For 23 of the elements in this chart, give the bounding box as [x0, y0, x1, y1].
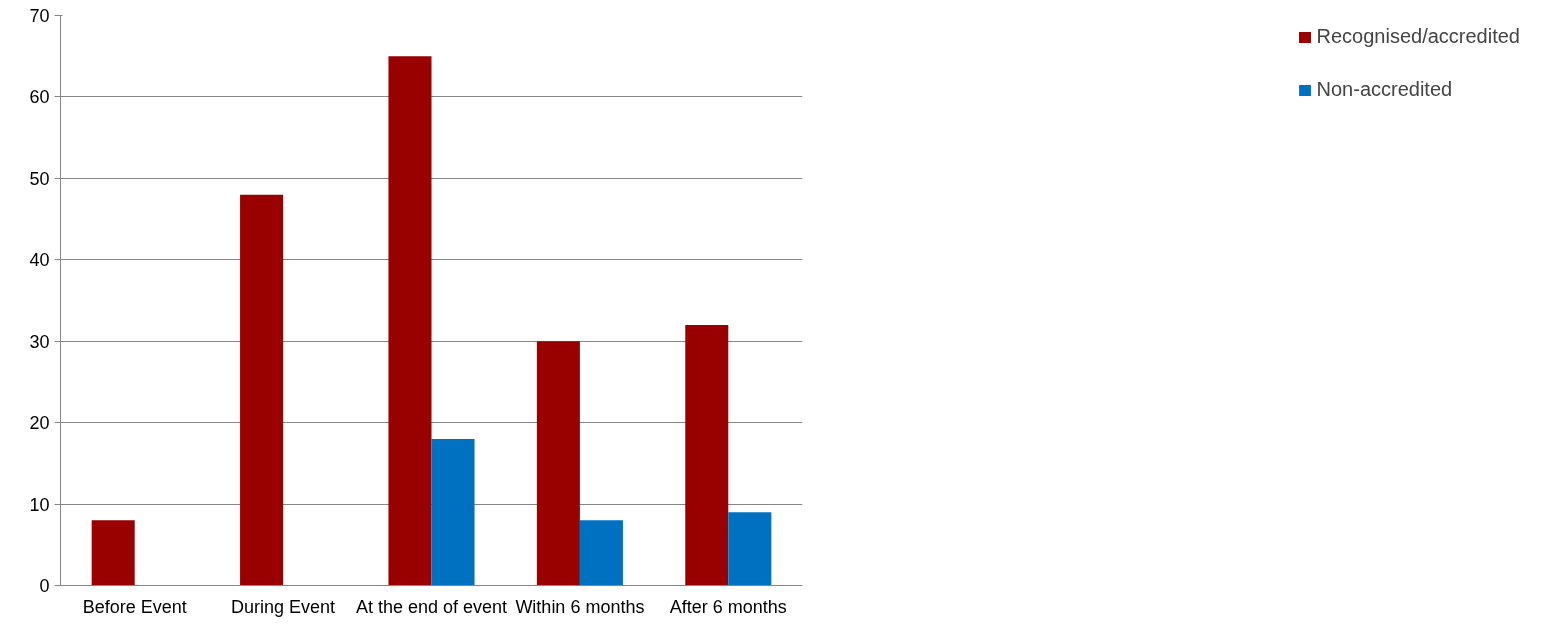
legend-label: Non-accredited: [1316, 78, 1453, 101]
x-tick-label: After 6 months: [669, 596, 787, 617]
bar: [685, 324, 729, 586]
bar: [579, 520, 623, 586]
y-tick-label: 50: [29, 168, 50, 189]
y-tick-label: 0: [39, 576, 50, 596]
bar: [431, 438, 475, 586]
y-tick-label: 30: [29, 331, 50, 352]
bar: [240, 194, 284, 586]
x-tick-label: Before Event: [82, 596, 187, 617]
y-tick-label: 60: [29, 87, 50, 108]
bar: [388, 56, 432, 586]
x-tick-label: At the end of event: [355, 596, 508, 617]
bar: [91, 520, 135, 586]
x-tick-label: During Event: [231, 596, 336, 617]
y-tick-label: 70: [29, 6, 50, 26]
y-tick-label: 20: [29, 413, 50, 434]
bar: [728, 512, 772, 586]
y-tick-label: 40: [29, 250, 50, 271]
y-tick-label: 10: [29, 494, 50, 515]
x-tick-label: Within 6 months: [515, 596, 645, 617]
legend-label: Recognised/accredited: [1316, 25, 1520, 48]
bar: [536, 341, 580, 586]
